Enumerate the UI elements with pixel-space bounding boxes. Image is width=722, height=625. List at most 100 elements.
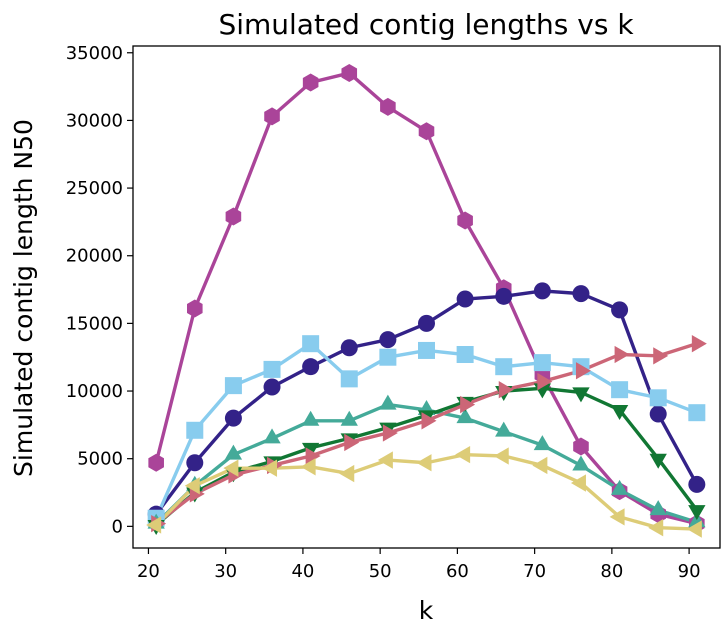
data-point	[224, 377, 242, 395]
data-point	[649, 389, 667, 407]
data-point	[495, 358, 513, 376]
data-point	[300, 458, 316, 476]
data-point	[340, 410, 358, 426]
data-point	[421, 412, 437, 430]
x-tick-label: 30	[214, 561, 237, 582]
x-tick-label: 90	[678, 561, 701, 582]
data-point	[688, 475, 706, 493]
data-point	[455, 445, 471, 464]
data-point	[262, 459, 278, 477]
data-point	[418, 341, 435, 359]
data-point	[688, 505, 706, 521]
data-point	[460, 395, 476, 414]
data-point	[648, 519, 664, 537]
data-point	[418, 122, 435, 141]
data-point	[416, 454, 432, 472]
data-point	[611, 301, 629, 319]
data-point	[377, 451, 393, 469]
data-point	[305, 447, 321, 465]
data-point	[263, 378, 281, 396]
data-point	[532, 456, 548, 475]
y-tick-label: 20000	[66, 246, 123, 267]
x-tick-label: 40	[291, 561, 314, 582]
data-point	[379, 394, 397, 410]
data-point	[187, 299, 203, 318]
y-axis-label: Simulated contig length N50	[9, 119, 38, 477]
y-tick-label: 5000	[77, 449, 123, 470]
data-point	[340, 370, 358, 388]
data-point	[686, 520, 702, 538]
data-point	[344, 433, 360, 452]
data-point	[649, 453, 667, 469]
data-point	[533, 354, 551, 372]
data-point	[340, 339, 358, 357]
y-tick-label: 0	[112, 516, 123, 537]
x-tick-label: 50	[369, 561, 392, 582]
data-point	[610, 479, 629, 495]
data-point	[263, 360, 281, 378]
data-point	[225, 207, 242, 226]
data-point	[456, 408, 474, 424]
data-point	[649, 405, 667, 423]
data-point	[302, 358, 320, 376]
data-point	[572, 285, 590, 303]
y-tick-label: 10000	[66, 381, 123, 402]
x-axis-label: k	[419, 596, 434, 625]
data-point	[380, 97, 396, 116]
x-tick-label: 80	[600, 561, 623, 582]
data-point	[456, 346, 474, 364]
data-point	[184, 477, 200, 495]
y-tick-label: 30000	[66, 110, 123, 131]
data-point	[609, 508, 625, 526]
data-point	[379, 348, 397, 366]
data-point	[224, 444, 243, 460]
plot-area	[146, 64, 707, 538]
data-point	[302, 73, 319, 92]
data-point	[610, 404, 629, 420]
data-point	[223, 459, 239, 477]
data-point	[570, 474, 586, 492]
x-tick-label: 20	[137, 561, 160, 582]
data-point	[537, 372, 553, 391]
data-point	[382, 424, 398, 442]
plot-frame	[132, 45, 721, 549]
data-point	[263, 428, 281, 444]
data-point	[572, 387, 590, 403]
data-point	[148, 453, 164, 472]
data-point	[457, 211, 473, 230]
data-point	[495, 421, 513, 437]
data-point	[653, 347, 669, 365]
data-point	[649, 500, 667, 516]
data-point	[302, 335, 320, 353]
data-point	[186, 454, 204, 472]
y-tick-label: 15000	[66, 313, 123, 334]
data-point	[493, 447, 509, 465]
data-point	[341, 64, 358, 83]
data-point	[691, 335, 707, 353]
data-point	[533, 282, 551, 300]
data-point	[688, 404, 706, 422]
data-point	[264, 107, 280, 126]
data-point	[456, 290, 474, 308]
data-point	[614, 345, 630, 364]
x-tick-label: 70	[523, 561, 546, 582]
data-point	[572, 455, 590, 471]
axes: 20 30 40 50 60 70 80 90 0 5000 10000 15000 20000 2500…	[66, 43, 701, 582]
data-point	[498, 381, 514, 399]
x-tick-label: 60	[446, 561, 469, 582]
data-point	[339, 464, 355, 483]
chart-title: Simulated contig lengths vs k	[218, 8, 634, 41]
data-point	[418, 314, 435, 332]
y-tick-label: 35000	[66, 43, 123, 64]
data-point	[186, 421, 204, 439]
data-point	[573, 437, 589, 456]
y-tick-label: 25000	[66, 178, 123, 199]
data-point	[575, 362, 591, 380]
data-point	[379, 331, 397, 349]
data-point	[611, 381, 629, 399]
data-point	[301, 410, 320, 426]
data-point	[224, 409, 242, 427]
data-point	[533, 435, 552, 451]
data-point	[495, 287, 513, 305]
